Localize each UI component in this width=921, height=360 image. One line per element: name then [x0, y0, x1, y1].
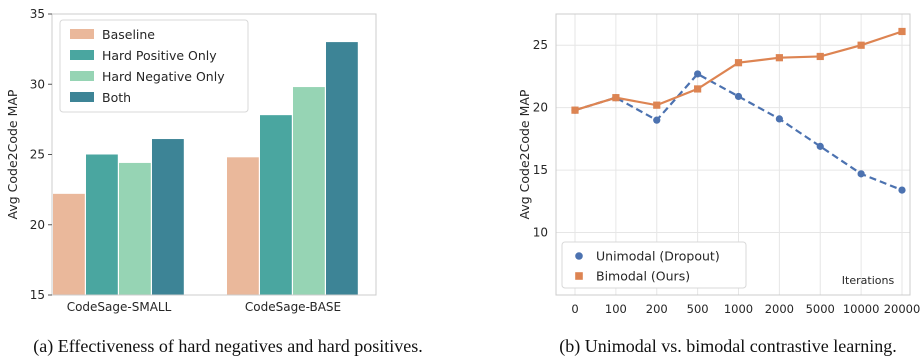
x-tick-label: 20000 — [884, 302, 921, 316]
legend-label: Hard Negative Only — [102, 69, 225, 84]
bar-chart-hard-negatives: CodeSage-SMALL CodeSage-BASE 15 20 25 30 35 Avg… — [5, 7, 377, 314]
legend-label: Bimodal (Ours) — [596, 269, 690, 284]
bar-hard-positive-only-0 — [86, 154, 118, 295]
data-point — [898, 27, 906, 36]
legend-label: Baseline — [102, 27, 155, 42]
data-point — [612, 94, 620, 102]
legend-swatch — [70, 92, 94, 102]
legend-swatch — [70, 71, 94, 81]
data-point — [734, 59, 743, 67]
y-tick-label: 20 — [533, 101, 548, 115]
x-tick-label: 2000 — [765, 302, 794, 316]
data-point — [898, 186, 906, 194]
data-point — [816, 142, 824, 150]
data-point — [857, 41, 865, 49]
bar-baseline-0 — [53, 193, 85, 295]
bar-hard-positive-only-1 — [260, 115, 292, 295]
legend-box — [561, 241, 747, 289]
x-tick-label: 100 — [605, 302, 627, 316]
y-tick-label: 30 — [30, 77, 45, 91]
y-tick-label: 25 — [30, 148, 45, 162]
y-tick-label: 25 — [533, 38, 548, 52]
x-tick-label: CodeSage-BASE — [245, 300, 341, 314]
y-tick-label: 35 — [30, 7, 45, 21]
data-point — [571, 106, 579, 114]
y-tick-label: 15 — [533, 163, 548, 177]
legend-box — [59, 19, 249, 113]
bar-hard-negative-only-0 — [119, 162, 151, 295]
legend-marker — [575, 252, 583, 260]
bar-hard-negative-only-1 — [293, 87, 325, 295]
legend-label: Unimodal (Dropout) — [596, 249, 720, 264]
y-axis-label: Avg Code2Code MAP — [5, 89, 20, 219]
x-tick-label: 5000 — [806, 302, 835, 316]
caption-right: (b) Unimodal vs. bimodal contrastive lea… — [559, 336, 896, 357]
x-tick-label: 10000 — [843, 302, 880, 316]
legend-marker — [575, 272, 583, 280]
data-point — [653, 101, 661, 109]
x-tick-label: CodeSage-SMALL — [67, 300, 172, 314]
legend-swatch — [70, 29, 94, 39]
y-axis-label: Avg Code2Code MAP — [517, 89, 532, 219]
legend-label: Both — [102, 90, 131, 105]
x-tick-label: 200 — [646, 302, 668, 316]
y-tick-label: 10 — [533, 226, 548, 240]
data-point — [653, 116, 661, 124]
x-axis-label: Iterations — [842, 274, 895, 287]
bar-both-1 — [326, 42, 358, 295]
data-point — [775, 115, 783, 123]
bar-both-0 — [152, 139, 184, 295]
y-tick-label: 20 — [30, 218, 45, 232]
data-point — [694, 85, 702, 93]
legend-swatch — [70, 50, 94, 60]
line-chart-unimodal-vs-bimodal: 0 100 200 500 1000 2000 5000 10000 20000 10 15 20 25… — [517, 13, 921, 316]
data-point — [857, 170, 865, 178]
data-point — [816, 52, 824, 61]
x-tick-label: 0 — [571, 302, 578, 316]
plot-frame — [555, 13, 911, 296]
data-point — [734, 92, 743, 101]
legend-label: Hard Positive Only — [102, 48, 217, 63]
y-tick-label: 15 — [30, 288, 45, 302]
x-tick-label: 500 — [687, 302, 709, 316]
series-line-unimodal — [574, 72, 903, 192]
bar-baseline-1 — [227, 157, 259, 295]
data-point — [694, 70, 702, 78]
data-point — [775, 54, 783, 62]
caption-left: (a) Effectiveness of hard negatives and … — [33, 336, 423, 357]
x-tick-label: 1000 — [724, 302, 753, 316]
